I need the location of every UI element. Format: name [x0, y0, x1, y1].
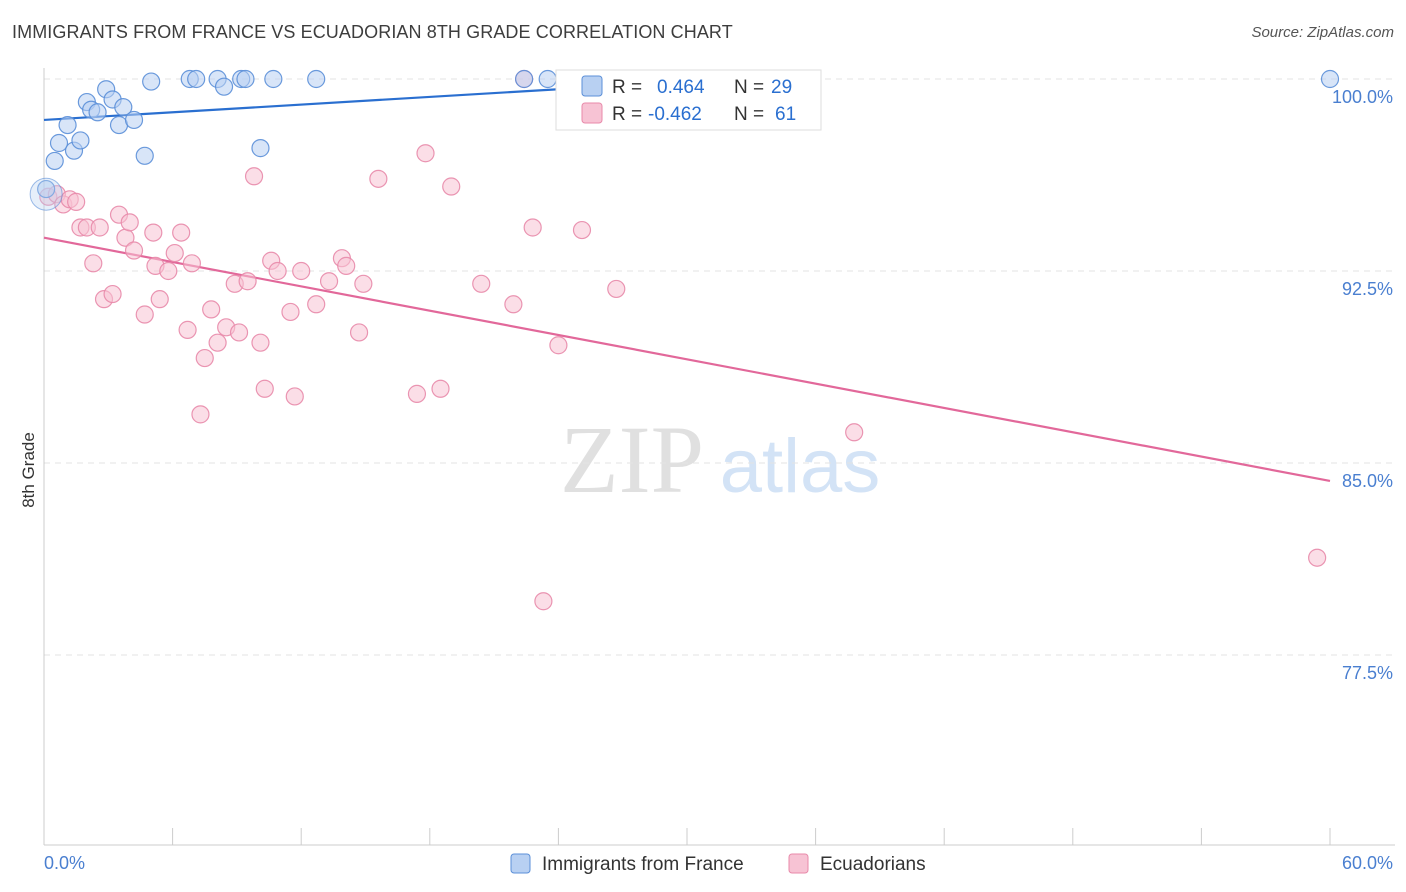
- point-france-14: [135, 146, 154, 165]
- point-ecuadorian-52: [504, 295, 523, 314]
- legend-r-value-blue: 0.464: [657, 77, 705, 98]
- point-ecuadorian-22: [178, 320, 197, 339]
- point-ecuadorian-14: [124, 241, 144, 260]
- point-france-0: [37, 179, 56, 199]
- x-tick-labels: 0.0% 60.0%: [44, 853, 1393, 873]
- source-label: Source: ZipAtlas.com: [1251, 24, 1394, 41]
- point-ecuadorian-7: [84, 254, 103, 273]
- data-points: [29, 69, 1340, 611]
- y-tick-label-1: 85.0%: [1342, 471, 1393, 491]
- point-france-13: [124, 110, 144, 130]
- point-ecuadorian-58: [607, 279, 626, 299]
- point-ecuadorian-50: [442, 177, 461, 196]
- watermark-zip: ZIP: [560, 406, 704, 513]
- point-ecuadorian-24: [191, 405, 210, 424]
- point-ecuadorian-43: [337, 256, 356, 275]
- point-ecuadorian-18: [150, 290, 169, 309]
- point-ecuadorian-19: [159, 261, 178, 281]
- legend-n-label-pink: N =: [734, 104, 764, 125]
- point-cluster-edge: [29, 177, 63, 211]
- y-tick-labels: 77.5% 85.0% 92.5% 100.0%: [1332, 87, 1393, 683]
- point-ecuadorian-25: [195, 348, 214, 368]
- y-tick-label-0: 77.5%: [1342, 663, 1393, 683]
- legend-n-value-blue: 29: [771, 77, 792, 98]
- point-ecuadorian-4: [67, 192, 86, 211]
- point-france-8: [88, 103, 107, 122]
- point-ecuadorian-45: [354, 274, 373, 293]
- legend-r-label-blue: R =: [612, 77, 642, 98]
- point-ecuadorian-8: [90, 218, 109, 237]
- point-france-21: [236, 69, 255, 89]
- point-france-15: [142, 72, 161, 91]
- series-swatch-france: [510, 853, 531, 874]
- point-france-23: [264, 69, 283, 89]
- point-france-19: [214, 77, 234, 96]
- point-ecuadorian-37: [281, 302, 300, 322]
- y-axis-label: 8th Grade: [19, 432, 38, 508]
- point-ecuadorian-27: [208, 333, 227, 352]
- point-ecuadorian-49: [431, 379, 450, 398]
- point-ecuadorian-38: [285, 387, 304, 406]
- point-ecuadorian-33: [251, 333, 270, 352]
- point-france-12: [114, 98, 133, 117]
- gridlines: [44, 78, 1395, 656]
- x-tick-label-1: 60.0%: [1342, 853, 1393, 873]
- point-france-5: [71, 131, 90, 150]
- stats-legend: R = 0.464 N = 29 R = -0.462 N = 61: [555, 69, 822, 131]
- point-ecuadorian-39: [292, 261, 311, 281]
- series-legend: Immigrants from France Ecuadorians: [510, 853, 926, 875]
- point-ecuadorian-23: [182, 254, 201, 273]
- chart-title: IMMIGRANTS FROM FRANCE VS ECUADORIAN 8TH…: [12, 22, 733, 42]
- watermark: ZIP atlas: [560, 406, 880, 513]
- point-ecuadorian-13: [120, 213, 139, 232]
- point-france-28: [1320, 69, 1340, 89]
- x-tick-label-0: 0.0%: [44, 853, 85, 873]
- point-ecuadorian-31: [238, 272, 257, 291]
- point-france-17: [187, 69, 206, 89]
- legend-r-label-pink: R =: [612, 104, 642, 125]
- series-label-ecuadorians: Ecuadorians: [820, 854, 926, 875]
- point-ecuadorian-16: [144, 223, 163, 242]
- series-swatch-ecuadorians: [788, 853, 809, 874]
- point-ecuadorian-44: [349, 323, 369, 342]
- legend-swatch-blue: [581, 75, 603, 97]
- point-france-2: [49, 133, 69, 153]
- point-france-3: [58, 115, 77, 135]
- point-ecuadorian-48: [416, 144, 435, 163]
- point-ecuadorian-57: [572, 220, 592, 240]
- point-ecuadorian-40: [307, 295, 326, 314]
- point-france-25: [515, 69, 534, 89]
- y-tick-label-2: 92.5%: [1342, 279, 1393, 299]
- point-ecuadorian-56: [549, 336, 568, 355]
- series-label-france: Immigrants from France: [542, 854, 744, 875]
- point-ecuadorian-20: [165, 243, 184, 263]
- point-ecuadorian-34: [255, 379, 274, 398]
- point-ecuadorian-36: [268, 261, 287, 281]
- point-ecuadorian-54: [523, 218, 542, 237]
- point-ecuadorian-10: [103, 284, 122, 304]
- trend-line-1: [43, 236, 1331, 483]
- legend-r-value-pink: -0.462: [648, 104, 702, 125]
- point-ecuadorian-51: [472, 274, 491, 293]
- legend-n-label-blue: N =: [734, 77, 764, 98]
- point-ecuadorian-47: [407, 384, 427, 403]
- point-ecuadorian-26: [202, 300, 221, 319]
- point-ecuadorian-46: [369, 169, 388, 188]
- point-ecuadorian-59: [845, 423, 864, 442]
- point-ecuadorian-15: [135, 305, 154, 324]
- point-ecuadorian-21: [172, 223, 191, 242]
- point-france-22: [251, 139, 270, 158]
- point-france-24: [307, 69, 326, 89]
- point-ecuadorian-60: [1308, 548, 1327, 567]
- y-tick-label-3: 100.0%: [1332, 87, 1393, 107]
- legend-n-value-pink: 61: [775, 104, 796, 125]
- point-ecuadorian-30: [229, 323, 249, 342]
- legend-swatch-pink: [581, 102, 603, 124]
- point-ecuadorian-41: [319, 272, 339, 291]
- point-france-1: [45, 151, 64, 171]
- point-france-26: [538, 69, 557, 89]
- point-ecuadorian-32: [244, 167, 264, 186]
- point-ecuadorian-55: [534, 592, 553, 611]
